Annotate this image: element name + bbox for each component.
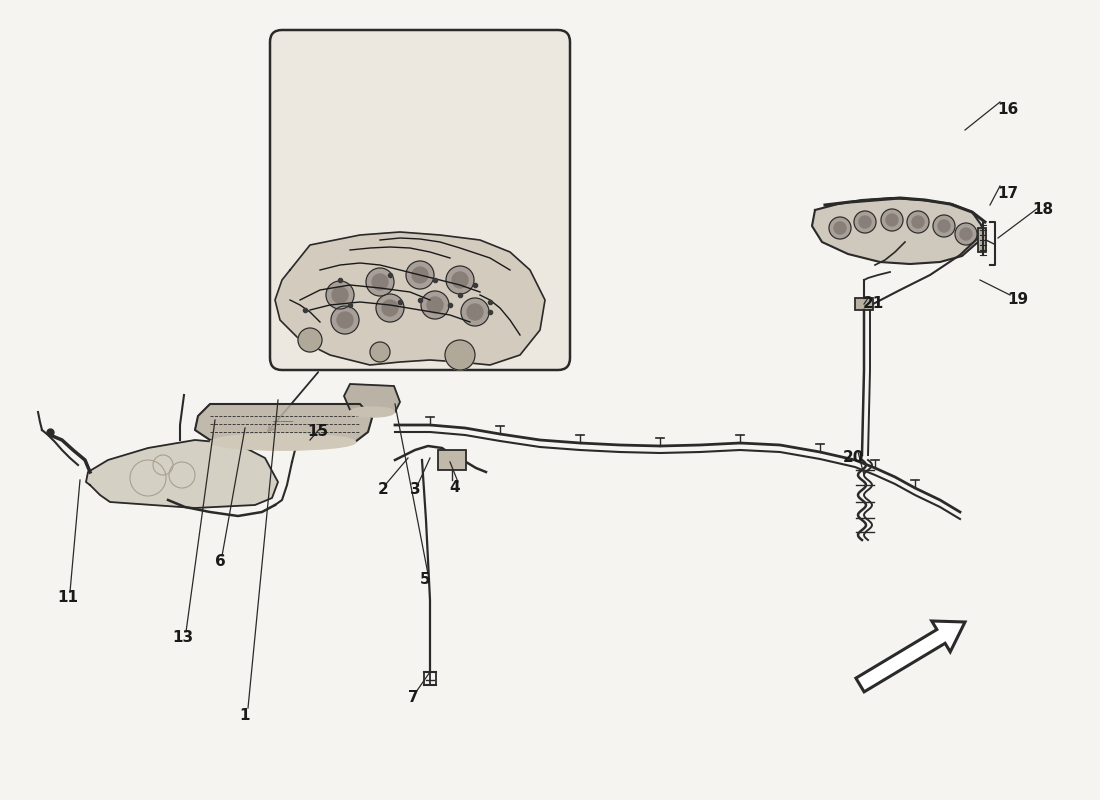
Circle shape <box>298 328 322 352</box>
Text: 5: 5 <box>420 573 430 587</box>
Text: 7: 7 <box>408 690 418 706</box>
Circle shape <box>908 211 930 233</box>
Text: 15: 15 <box>307 425 329 439</box>
Text: 17: 17 <box>998 186 1019 201</box>
Text: 21: 21 <box>862 295 883 310</box>
Text: 16: 16 <box>998 102 1019 118</box>
Circle shape <box>406 261 434 289</box>
Bar <box>438 450 466 470</box>
Circle shape <box>912 216 924 228</box>
Circle shape <box>955 223 977 245</box>
Circle shape <box>421 291 449 319</box>
Circle shape <box>933 215 955 237</box>
Circle shape <box>372 274 388 290</box>
Text: 19: 19 <box>1008 293 1028 307</box>
Circle shape <box>331 306 359 334</box>
Text: 11: 11 <box>57 590 78 606</box>
Circle shape <box>370 342 390 362</box>
Circle shape <box>938 220 950 232</box>
Text: 4: 4 <box>450 481 460 495</box>
Circle shape <box>376 294 404 322</box>
Circle shape <box>412 267 428 283</box>
Circle shape <box>886 214 898 226</box>
Circle shape <box>468 304 483 320</box>
Circle shape <box>452 272 468 288</box>
Circle shape <box>834 222 846 234</box>
Circle shape <box>829 217 851 239</box>
Polygon shape <box>86 440 278 508</box>
Circle shape <box>461 298 490 326</box>
Text: 2: 2 <box>377 482 388 498</box>
Circle shape <box>332 287 348 303</box>
Circle shape <box>881 209 903 231</box>
Polygon shape <box>275 232 544 365</box>
Circle shape <box>854 211 876 233</box>
Text: 13: 13 <box>173 630 194 646</box>
Circle shape <box>859 216 871 228</box>
Bar <box>978 228 986 252</box>
Bar <box>855 298 873 310</box>
Text: 20: 20 <box>843 450 864 466</box>
Polygon shape <box>812 198 982 264</box>
Circle shape <box>446 340 475 370</box>
Circle shape <box>382 300 398 316</box>
Text: ─────: ───── <box>273 419 294 425</box>
Text: 18: 18 <box>1033 202 1054 218</box>
Circle shape <box>427 297 443 313</box>
Circle shape <box>446 266 474 294</box>
FancyBboxPatch shape <box>270 30 570 370</box>
Ellipse shape <box>350 407 395 417</box>
Circle shape <box>960 228 972 240</box>
Polygon shape <box>344 384 400 412</box>
Ellipse shape <box>210 434 355 450</box>
Circle shape <box>326 281 354 309</box>
FancyArrow shape <box>856 621 965 692</box>
Text: 3: 3 <box>409 482 420 498</box>
Circle shape <box>337 312 353 328</box>
Text: 6: 6 <box>214 554 225 570</box>
Polygon shape <box>195 404 372 442</box>
Text: 1: 1 <box>240 707 251 722</box>
Circle shape <box>366 268 394 296</box>
